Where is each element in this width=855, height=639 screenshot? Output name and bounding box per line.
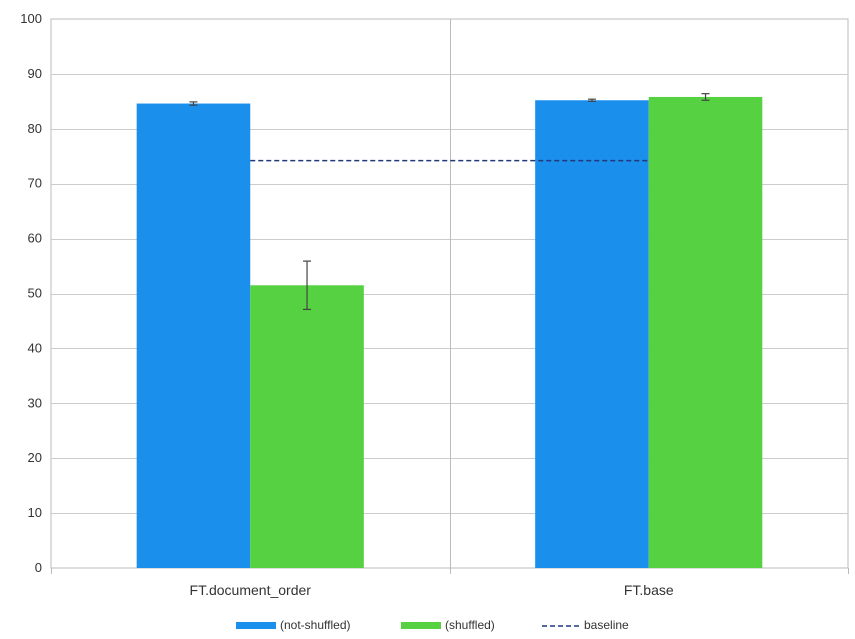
legend-swatch <box>401 622 441 629</box>
y-tick-label: 20 <box>28 450 42 465</box>
bar <box>136 103 251 569</box>
y-tick-label: 30 <box>28 395 42 410</box>
y-tick-label: 10 <box>28 505 42 520</box>
y-tick-label: 0 <box>35 560 42 575</box>
bar <box>648 96 763 568</box>
legend-label: baseline <box>584 618 629 632</box>
y-tick-label: 80 <box>28 121 42 136</box>
bar <box>535 100 649 568</box>
y-tick-label: 90 <box>28 66 42 81</box>
legend-swatch <box>236 622 276 629</box>
legend-label: (not-shuffled) <box>280 618 350 632</box>
y-tick-label: 100 <box>20 11 42 26</box>
legend-label: (shuffled) <box>445 618 495 632</box>
bar <box>250 285 364 568</box>
y-tick-label: 60 <box>28 231 42 246</box>
x-category-label: FT.base <box>624 582 674 598</box>
plot-frame <box>50 18 849 569</box>
x-category-label: FT.document_order <box>190 582 312 598</box>
y-tick-label: 70 <box>28 176 42 191</box>
y-tick-label: 40 <box>28 340 42 355</box>
y-tick-label: 50 <box>28 286 42 301</box>
